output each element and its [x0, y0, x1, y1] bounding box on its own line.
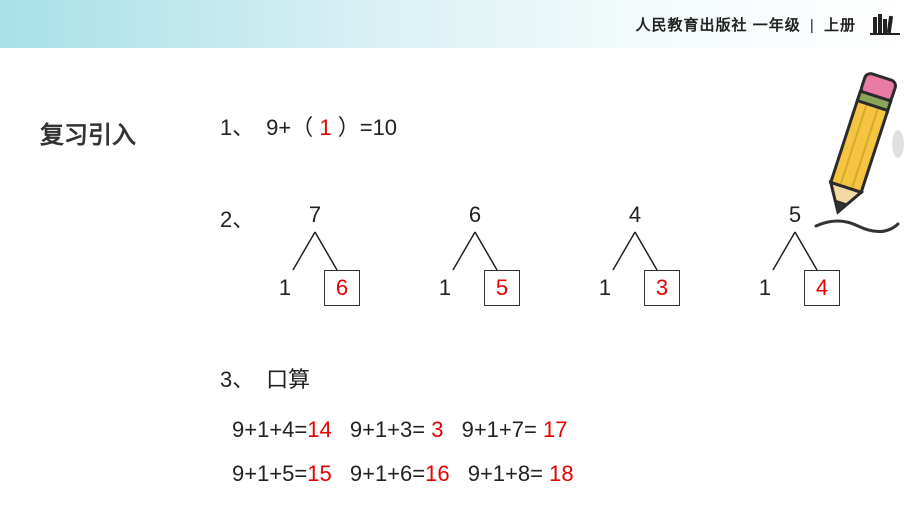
calc-expr: 9+1+7= [462, 417, 537, 442]
q1-label: 1、 [220, 110, 260, 142]
decomp-answer: 4 [816, 275, 828, 301]
decomp-top: 7 [309, 202, 321, 228]
q1-prefix: 9+（ [266, 115, 313, 140]
decomp-box: 6 [324, 270, 360, 306]
question-2: 2、 7 1 6 6 1 5 4 [220, 202, 840, 306]
q1-answer: 1 [319, 115, 331, 140]
calc-answer: 17 [537, 417, 568, 442]
section-title: 复习引入 [40, 115, 136, 150]
books-icon [870, 11, 900, 37]
calc-answer: 18 [543, 461, 574, 486]
calc-answer: 16 [425, 461, 449, 486]
decomp-box: 5 [484, 270, 520, 306]
split-lines-icon [445, 230, 505, 272]
calc-answer: 14 [307, 417, 331, 442]
calc-item: 9+1+6=16 [350, 452, 450, 496]
content-area: 1、 9+（ 1 ）=10 2、 7 1 6 6 1 5 [220, 110, 840, 496]
decomp-bottom: 1 5 [430, 270, 520, 306]
pencil-icon [798, 66, 908, 246]
decomp-left: 1 [750, 275, 780, 301]
decomp-bottom: 1 6 [270, 270, 360, 306]
decomp-answer: 6 [336, 275, 348, 301]
banner-volume: 上册 [824, 17, 856, 34]
decomposition-group: 7 1 6 6 1 5 4 1 3 [270, 202, 840, 306]
q1-suffix: ）=10 [338, 115, 397, 140]
banner-separator: | [810, 17, 815, 34]
banner-grade: 一年级 [753, 17, 801, 34]
q3-title: 口算 [266, 367, 310, 392]
decomp-answer: 5 [496, 275, 508, 301]
calc-expr: 9+1+6= [350, 461, 425, 486]
decomp-item: 4 1 3 [590, 202, 680, 306]
q3-label: 3、 [220, 362, 260, 394]
decomp-top: 4 [629, 202, 641, 228]
calc-row: 9+1+5=15 9+1+6=16 9+1+8= 18 [232, 452, 840, 496]
banner-publisher: 人民教育出版社 [636, 17, 748, 34]
question-1: 1、 9+（ 1 ）=10 [220, 110, 840, 142]
decomp-item: 6 1 5 [430, 202, 520, 306]
split-lines-icon [605, 230, 665, 272]
calc-expr: 9+1+8= [468, 461, 543, 486]
calc-answer: 3 [425, 417, 443, 442]
q2-label: 2、 [220, 202, 260, 234]
question-3: 3、 口算 9+1+4=14 9+1+3= 3 9+1+7= 17 9+1+5=… [220, 362, 840, 496]
banner-text: 人民教育出版社 一年级 | 上册 [636, 14, 856, 35]
decomp-box: 3 [644, 270, 680, 306]
calc-item: 9+1+3= 3 [350, 408, 444, 452]
calc-row: 9+1+4=14 9+1+3= 3 9+1+7= 17 [232, 408, 840, 452]
top-banner: 人民教育出版社 一年级 | 上册 [0, 0, 920, 48]
calc-item: 9+1+7= 17 [462, 408, 568, 452]
calc-item: 9+1+8= 18 [468, 452, 574, 496]
decomp-left: 1 [430, 275, 460, 301]
calc-item: 9+1+4=14 [232, 408, 332, 452]
split-lines-icon [285, 230, 345, 272]
calc-expr: 9+1+4= [232, 417, 307, 442]
decomp-bottom: 1 3 [590, 270, 680, 306]
decomp-bottom: 1 4 [750, 270, 840, 306]
calc-expr: 9+1+5= [232, 461, 307, 486]
calc-expr: 9+1+3= [350, 417, 425, 442]
decomp-box: 4 [804, 270, 840, 306]
calc-rows: 9+1+4=14 9+1+3= 3 9+1+7= 17 9+1+5=15 9+1… [232, 408, 840, 496]
calc-item: 9+1+5=15 [232, 452, 332, 496]
decomp-left: 1 [270, 275, 300, 301]
decomp-answer: 3 [656, 275, 668, 301]
calc-answer: 15 [307, 461, 331, 486]
decomp-top: 6 [469, 202, 481, 228]
decomp-item: 7 1 6 [270, 202, 360, 306]
decomp-left: 1 [590, 275, 620, 301]
